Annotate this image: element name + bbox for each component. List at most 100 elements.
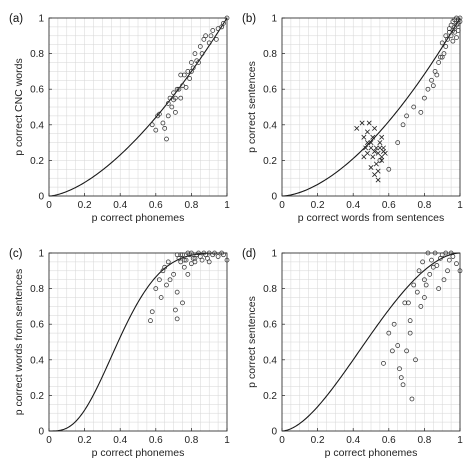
y-tick-label: 0.4 xyxy=(263,120,277,131)
x-tick-label: 0.4 xyxy=(346,435,360,446)
x-tick-label: 0.2 xyxy=(78,200,92,211)
data-point-circle xyxy=(425,250,431,256)
data-point-circle xyxy=(185,250,191,256)
panel-letter: (c) xyxy=(9,248,23,260)
x-tick-label: 1 xyxy=(457,200,463,211)
data-point-cross xyxy=(364,129,370,135)
data-point-circle xyxy=(429,257,434,263)
y-axis-label: p correct CNC words xyxy=(13,58,25,155)
data-point-circle xyxy=(153,127,159,133)
data-point-circle xyxy=(450,38,456,44)
y-tick-label: 0.2 xyxy=(263,156,277,167)
data-point-circle xyxy=(185,271,191,277)
data-point-cross xyxy=(377,140,383,146)
series-circle xyxy=(148,250,230,324)
data-point-circle xyxy=(192,51,198,56)
data-point-circle xyxy=(455,28,461,33)
data-point-circle xyxy=(420,259,425,265)
data-point-circle xyxy=(454,261,459,267)
data-point-circle xyxy=(441,277,447,283)
data-point-circle xyxy=(423,282,429,288)
x-axis-label: p correct words from sentences xyxy=(298,212,444,224)
data-point-circle xyxy=(178,252,184,258)
grid xyxy=(282,18,460,196)
data-point-circle xyxy=(162,125,168,131)
data-point-circle xyxy=(174,316,180,322)
y-tick-label: 1 xyxy=(38,14,44,25)
data-point-cross xyxy=(372,149,378,154)
data-point-circle xyxy=(404,113,409,119)
data-point-circle xyxy=(190,65,196,71)
data-point-circle xyxy=(400,122,406,128)
data-point-circle xyxy=(445,36,450,42)
x-tick-label: 0 xyxy=(46,435,52,446)
data-point-circle xyxy=(167,277,173,283)
data-point-circle xyxy=(212,250,217,256)
data-point-circle xyxy=(183,85,189,90)
data-point-circle xyxy=(439,40,445,46)
data-point-circle xyxy=(457,268,463,274)
y-tick-label: 0.4 xyxy=(30,120,44,131)
data-point-circle xyxy=(149,122,155,128)
data-point-circle xyxy=(165,259,171,265)
y-axis-label: p correct sentences xyxy=(246,61,258,153)
data-point-circle xyxy=(381,360,386,366)
data-point-circle xyxy=(162,264,168,270)
data-point-cross xyxy=(373,161,379,167)
data-point-cross xyxy=(373,145,379,151)
data-point-circle xyxy=(441,51,447,56)
data-point-circle xyxy=(149,309,155,315)
x-tick-label: 0.4 xyxy=(113,200,127,211)
x-tick-label: 0.2 xyxy=(78,435,92,446)
data-point-circle xyxy=(432,250,438,256)
y-tick-label: 0.2 xyxy=(30,156,44,167)
data-point-circle xyxy=(199,257,205,263)
data-point-circle xyxy=(395,343,401,348)
data-point-circle xyxy=(158,295,164,300)
model-curve xyxy=(281,17,461,197)
data-point-cross xyxy=(380,145,386,151)
data-point-circle xyxy=(197,44,203,49)
series-cross xyxy=(354,120,388,183)
x-tick-label: 0.8 xyxy=(184,435,198,446)
data-point-circle xyxy=(165,101,171,106)
data-point-circle xyxy=(418,109,424,115)
series-circle xyxy=(377,15,463,172)
data-point-cross xyxy=(370,154,376,160)
x-tick-label: 0.6 xyxy=(382,435,396,446)
data-point-circle xyxy=(165,113,171,119)
data-point-circle xyxy=(180,300,185,306)
data-point-circle xyxy=(171,271,176,277)
y-tick-label: 0.6 xyxy=(263,320,277,331)
data-point-circle xyxy=(181,72,187,78)
y-tick-label: 0.4 xyxy=(30,355,44,366)
x-axis-label: p correct phonemes xyxy=(325,447,418,459)
data-point-cross xyxy=(382,150,388,156)
x-tick-label: 0.6 xyxy=(149,200,163,211)
data-point-circle xyxy=(430,83,436,89)
data-point-circle xyxy=(443,250,449,256)
data-point-circle xyxy=(174,86,180,92)
y-tick-label: 1 xyxy=(38,249,44,260)
data-point-circle xyxy=(221,20,226,26)
data-point-cross xyxy=(363,145,369,151)
data-point-circle xyxy=(406,300,411,306)
data-point-circle xyxy=(156,277,162,283)
data-point-circle xyxy=(178,95,184,101)
data-point-circle xyxy=(418,304,424,309)
data-point-circle xyxy=(386,330,392,336)
data-point-circle xyxy=(457,19,463,24)
y-tick-label: 0.6 xyxy=(30,320,44,331)
panel-b: 0 0.2 0.4 0.6 0.8 1 0 0.2 0.4 0.6 0.8 1 p correct wo… xyxy=(242,13,463,224)
data-point-circle xyxy=(422,95,427,101)
data-point-circle xyxy=(160,120,166,126)
data-point-circle xyxy=(208,33,214,39)
panel-letter: (d) xyxy=(242,248,256,260)
data-point-circle xyxy=(407,318,413,324)
data-point-circle xyxy=(183,257,189,263)
axes-frame xyxy=(48,252,228,432)
panel-c: 0 0.2 0.4 0.6 0.8 1 0 0.2 0.4 0.6 0.8 1 p correct ph… xyxy=(9,248,230,459)
data-point-circle xyxy=(438,54,443,60)
series-circle xyxy=(149,15,230,142)
y-tick-label: 0.4 xyxy=(263,355,277,366)
